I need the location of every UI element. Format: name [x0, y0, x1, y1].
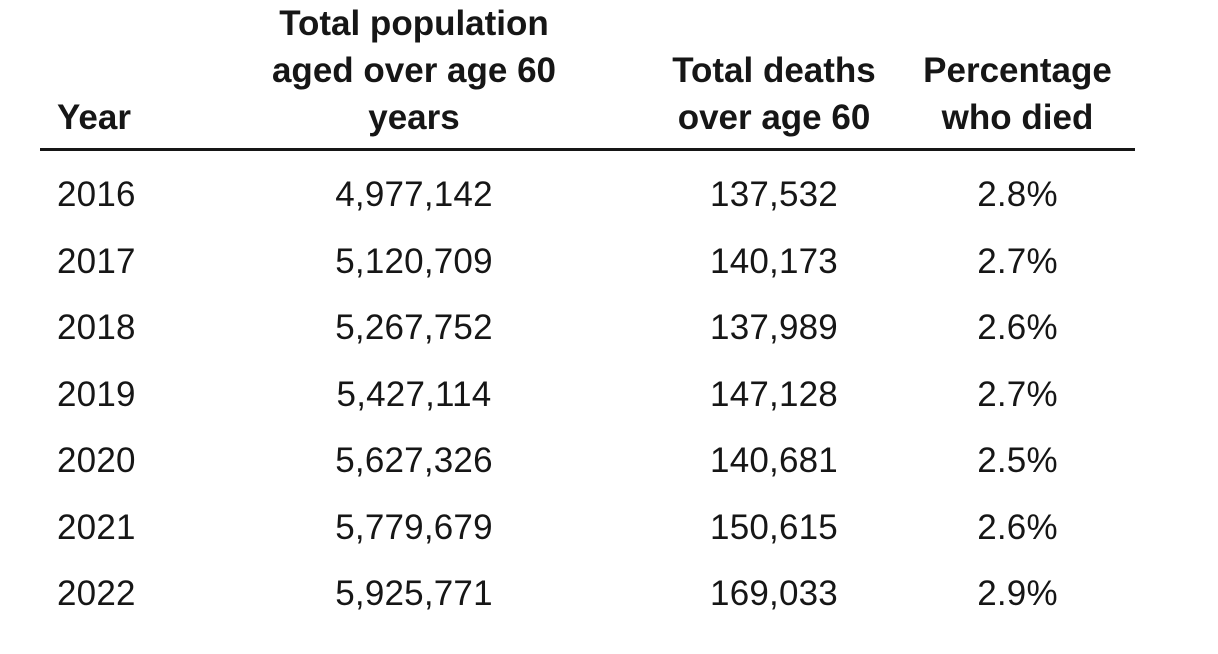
cell-year: 2020: [57, 441, 136, 481]
cell-deaths: 137,532: [710, 175, 838, 215]
cell-percentage: 2.6%: [977, 308, 1058, 348]
table-row: 2019 5,427,114 147,128 2.7%: [40, 362, 1135, 429]
table-row: 2022 5,925,771 169,033 2.9%: [40, 561, 1135, 628]
cell-percentage: 2.7%: [977, 374, 1058, 414]
population-deaths-table: Year Total population aged over age 60 y…: [40, 0, 1135, 628]
table-row: 2018 5,267,752 137,989 2.6%: [40, 295, 1135, 362]
cell-percentage: 2.5%: [977, 441, 1058, 481]
table-row: 2021 5,779,679 150,615 2.6%: [40, 495, 1135, 562]
column-header-deaths: Total deaths over age 60: [672, 51, 876, 137]
cell-population: 5,427,114: [336, 374, 492, 414]
cell-deaths: 140,681: [710, 441, 838, 481]
cell-year: 2021: [57, 507, 136, 547]
cell-year: 2016: [57, 175, 136, 215]
cell-year: 2019: [57, 374, 136, 414]
cell-population: 5,925,771: [335, 574, 493, 614]
cell-deaths: 147,128: [710, 374, 838, 414]
column-header-year: Year: [57, 98, 131, 137]
table-row: 2020 5,627,326 140,681 2.5%: [40, 428, 1135, 495]
cell-population: 5,627,326: [335, 441, 493, 481]
table-row: 2017 5,120,709 140,173 2.7%: [40, 229, 1135, 296]
cell-percentage: 2.8%: [977, 175, 1058, 215]
column-header-percentage: Percentage who died: [923, 51, 1112, 137]
cell-percentage: 2.9%: [977, 574, 1058, 614]
column-header-population: Total population aged over age 60 years: [271, 4, 557, 137]
table-header-row: Year Total population aged over age 60 y…: [40, 0, 1135, 151]
cell-percentage: 2.6%: [977, 507, 1058, 547]
cell-year: 2017: [57, 241, 136, 281]
cell-deaths: 140,173: [710, 241, 838, 281]
cell-percentage: 2.7%: [977, 241, 1058, 281]
table-row: 2016 4,977,142 137,532 2.8%: [40, 162, 1135, 229]
cell-population: 4,977,142: [335, 175, 493, 215]
cell-population: 5,120,709: [335, 241, 493, 281]
cell-year: 2022: [57, 574, 136, 614]
cell-deaths: 169,033: [710, 574, 838, 614]
cell-deaths: 150,615: [710, 507, 838, 547]
cell-population: 5,779,679: [335, 507, 493, 547]
cell-year: 2018: [57, 308, 136, 348]
cell-deaths: 137,989: [710, 308, 838, 348]
cell-population: 5,267,752: [335, 308, 493, 348]
table-body: 2016 4,977,142 137,532 2.8% 2017 5,120,7…: [40, 162, 1135, 628]
